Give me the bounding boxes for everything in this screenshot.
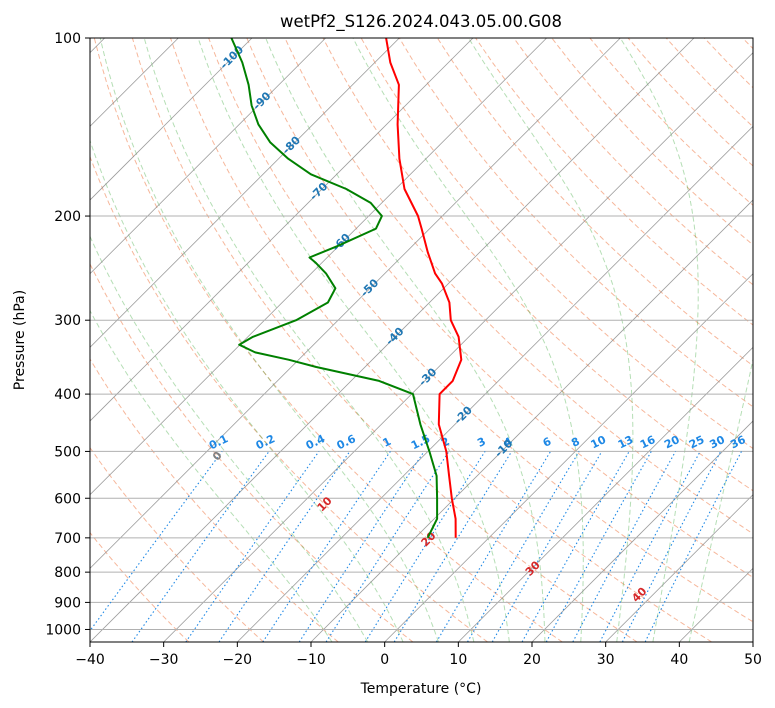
dry-adiabat-line bbox=[246, 38, 753, 578]
y-tick-label: 900 bbox=[54, 595, 81, 611]
isotherm-line bbox=[90, 38, 547, 496]
moist-adiabat-line bbox=[90, 235, 369, 642]
y-tick-label: 200 bbox=[54, 209, 81, 225]
sounding-profiles bbox=[230, 38, 463, 539]
mixing-ratio-line bbox=[393, 451, 513, 642]
mixing-ratio-line bbox=[521, 451, 630, 642]
mixing-ratio-line bbox=[131, 451, 270, 642]
isotherm-line bbox=[90, 38, 621, 569]
mixing-ratio-label: 10 bbox=[589, 433, 609, 452]
mixing-ratio-line bbox=[621, 451, 722, 642]
isotherms bbox=[90, 38, 753, 642]
isotherm-line bbox=[90, 38, 695, 642]
mixing-ratio-label: 13 bbox=[616, 433, 635, 451]
moist-adiabat-line bbox=[99, 38, 439, 642]
dry-adiabat-line bbox=[284, 38, 753, 535]
isotherm-line bbox=[90, 38, 400, 348]
mixing-ratio-label: 16 bbox=[638, 433, 658, 452]
y-tick-label: 1000 bbox=[45, 622, 81, 638]
isotherm-line bbox=[605, 494, 753, 642]
x-tick-label: −10 bbox=[296, 652, 326, 668]
dry-adiabat-line bbox=[360, 38, 753, 450]
dry-adiabat-line bbox=[90, 446, 264, 642]
mixing-ratio-lines bbox=[90, 451, 742, 642]
dry-adiabat-line bbox=[208, 38, 753, 623]
y-tick-label: 500 bbox=[54, 444, 81, 460]
x-axis-title: Temperature (°C) bbox=[360, 681, 482, 697]
y-axis: 1000 900 800 700 600 500 400 300 200 100 bbox=[45, 31, 90, 638]
y-tick-label: 300 bbox=[54, 313, 81, 329]
moist-adiabat-line bbox=[619, 38, 699, 642]
isotherm-line bbox=[384, 273, 753, 642]
dry-adiabat-line bbox=[170, 38, 712, 642]
y-tick-label: 100 bbox=[54, 31, 81, 47]
x-tick-label: 40 bbox=[670, 652, 688, 668]
isotherm-line bbox=[458, 346, 753, 642]
mixing-ratio-line bbox=[262, 451, 391, 642]
mixing-ratio-line bbox=[185, 451, 320, 642]
isotherm-line bbox=[237, 125, 753, 642]
mixing-ratio-label: 36 bbox=[728, 433, 748, 452]
plot-frame bbox=[89, 37, 754, 643]
dry-adiabat-line bbox=[90, 531, 190, 642]
mixing-ratio-label: 25 bbox=[687, 433, 706, 451]
isotherm-line bbox=[310, 199, 753, 642]
isotherm-line bbox=[90, 38, 326, 275]
moist-adiabat-line bbox=[352, 38, 584, 642]
y-tick-label: 400 bbox=[54, 387, 81, 403]
x-tick-label: −40 bbox=[75, 652, 105, 668]
mixing-ratio-line bbox=[325, 451, 450, 642]
y-tick-label: 600 bbox=[54, 491, 81, 507]
moist-adiabat-line bbox=[90, 139, 404, 642]
mixing-ratio-line bbox=[545, 451, 652, 642]
y-tick-label: 700 bbox=[54, 531, 81, 547]
x-tick-label: 10 bbox=[449, 652, 467, 668]
moist-adiabat-line bbox=[90, 309, 333, 642]
mixing-ratio-line bbox=[218, 451, 351, 642]
x-tick-label: 0 bbox=[380, 652, 389, 668]
x-axis: −40 −30 −20 −10 0 10 20 30 40 50 bbox=[75, 642, 762, 668]
moist-adiabat-line bbox=[197, 38, 510, 642]
moist-adiabats bbox=[90, 38, 753, 642]
dry-adiabat-line bbox=[90, 358, 339, 642]
y-axis-title: Pressure (hPa) bbox=[12, 290, 28, 390]
mixing-ratio-label: 30 bbox=[707, 433, 727, 452]
moist-adiabat-line bbox=[265, 38, 546, 642]
isotherm-line bbox=[90, 38, 474, 422]
x-tick-label: −20 bbox=[223, 652, 253, 668]
temperature-profile-line bbox=[385, 38, 463, 538]
x-tick-label: −30 bbox=[149, 652, 179, 668]
moist-adiabat-line bbox=[143, 38, 475, 642]
x-tick-label: 30 bbox=[597, 652, 615, 668]
mixing-ratio-line bbox=[572, 451, 676, 642]
isotherm-line bbox=[163, 52, 753, 642]
mixing-ratio-line bbox=[298, 451, 425, 642]
chart-title: wetPf2_S126.2024.043.05.00.G08 bbox=[280, 12, 562, 32]
dry-adiabat-line bbox=[436, 38, 753, 367]
moist-adiabat-line bbox=[688, 356, 753, 642]
dry-adiabat-line bbox=[322, 38, 753, 492]
mixing-ratio-line bbox=[90, 451, 223, 632]
dewpoint-profile-line bbox=[230, 38, 439, 539]
mixing-ratio-label: 20 bbox=[662, 433, 682, 452]
dry-adiabat-line bbox=[131, 38, 638, 642]
dry-adiabat-line bbox=[93, 38, 563, 642]
mixing-ratio-line bbox=[644, 451, 742, 642]
isotherm-line bbox=[90, 38, 253, 201]
y-tick-label: 800 bbox=[54, 565, 81, 581]
x-tick-label: 20 bbox=[523, 652, 541, 668]
isotherm-line bbox=[531, 420, 753, 642]
dry-adiabat-line bbox=[90, 155, 488, 642]
dry-adiabat-line bbox=[513, 38, 753, 286]
x-tick-label: 50 bbox=[744, 652, 762, 668]
